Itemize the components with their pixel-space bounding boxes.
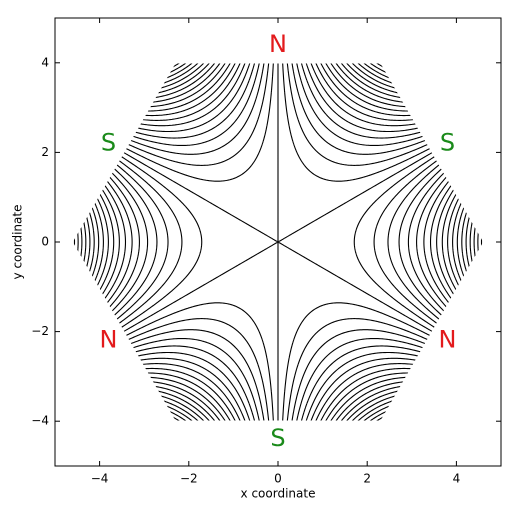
y-tick-label: −2: [31, 324, 49, 338]
x-axis-label: x coordinate: [241, 487, 316, 501]
x-tick-label: −2: [180, 472, 198, 486]
y-tick-label: −4: [31, 414, 49, 428]
pole-label: S: [270, 424, 285, 452]
y-tick-label: 4: [41, 55, 49, 69]
x-tick-label: 0: [274, 472, 282, 486]
pole-label: N: [269, 30, 287, 58]
x-tick-label: −4: [91, 472, 109, 486]
pole-label: N: [100, 326, 118, 354]
x-tick-label: 4: [453, 472, 461, 486]
pole-label: S: [101, 128, 116, 156]
pole-label: S: [440, 128, 455, 156]
pole-label: N: [439, 326, 457, 354]
y-tick-label: 0: [41, 235, 49, 249]
y-axis-label: y coordinate: [11, 205, 25, 280]
x-tick-label: 2: [363, 472, 371, 486]
y-tick-label: 2: [41, 145, 49, 159]
